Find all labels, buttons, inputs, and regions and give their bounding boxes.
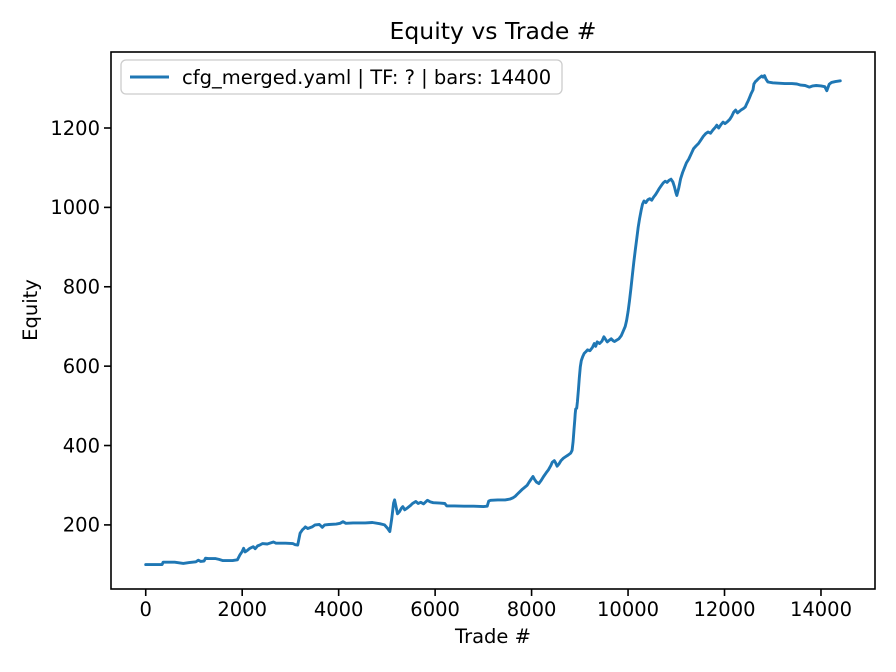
- plot-area: [111, 52, 875, 589]
- y-tick-label: 400: [63, 434, 100, 457]
- x-tick-label: 0: [140, 598, 152, 621]
- y-tick-label: 600: [63, 355, 100, 378]
- axes-frame: [110, 51, 876, 590]
- x-axis-ticks: 0 2000 4000 6000 8000 10000 12000 14000: [140, 589, 852, 621]
- x-axis-label: Trade #: [454, 625, 531, 648]
- equity-curve: [144, 74, 842, 567]
- y-tick-label: 1000: [50, 196, 100, 219]
- y-tick-label: 800: [63, 276, 100, 299]
- legend-entry-label: cfg_merged.yaml | TF: ? | bars: 14400: [182, 66, 551, 89]
- y-axis-ticks: 200 400 600 800 1000 1200: [50, 117, 111, 537]
- legend: cfg_merged.yaml | TF: ? | bars: 14400: [120, 59, 563, 95]
- y-tick-label: 1200: [50, 117, 100, 140]
- x-tick-label: 2000: [217, 598, 267, 621]
- y-axis-label: Equity: [19, 279, 42, 341]
- x-tick-label: 4000: [314, 598, 364, 621]
- x-tick-label: 8000: [507, 598, 557, 621]
- y-tick-label: 200: [63, 514, 100, 537]
- chart-title: Equity vs Trade #: [390, 17, 597, 45]
- x-tick-label: 6000: [410, 598, 460, 621]
- x-tick-label: 12000: [693, 598, 755, 621]
- legend-box: [120, 59, 563, 95]
- x-tick-label: 14000: [790, 598, 852, 621]
- x-tick-label: 10000: [597, 598, 659, 621]
